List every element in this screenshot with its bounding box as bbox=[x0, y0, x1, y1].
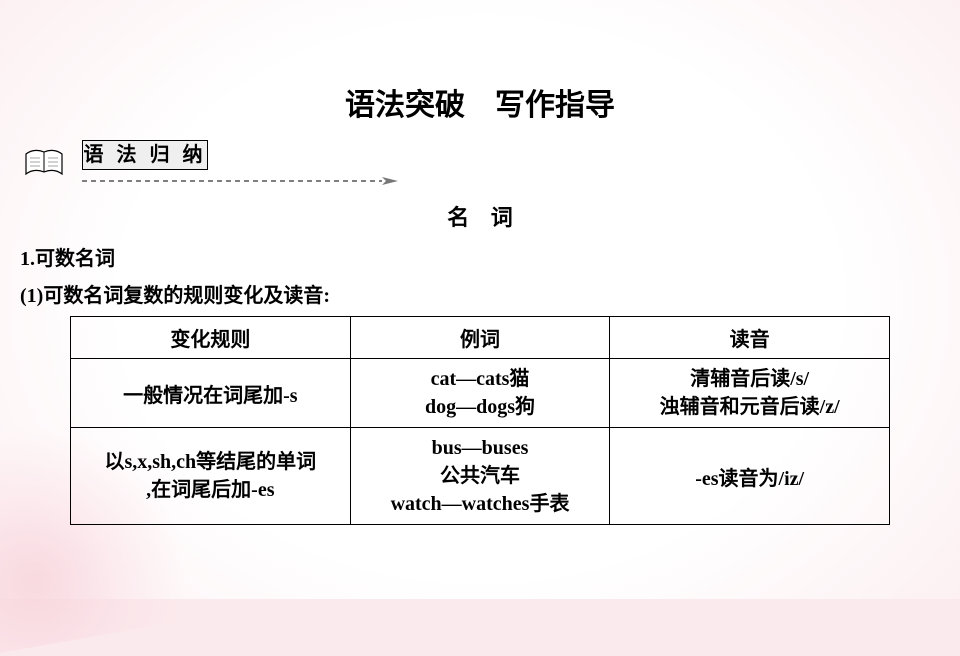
table-row: 一般情况在词尾加-s cat—cats猫 dog—dogs狗 清辅音后读/s/ … bbox=[71, 359, 890, 428]
subtitle-char-2: 词 bbox=[491, 205, 513, 230]
table-row: 以s,x,sh,ch等结尾的单词 ,在词尾后加-es bus—buses 公共汽… bbox=[71, 428, 890, 525]
example-line: watch—watches手表 bbox=[359, 490, 602, 518]
subtitle: 名 词 bbox=[20, 200, 940, 232]
book-icon bbox=[24, 148, 64, 178]
th-rule: 变化规则 bbox=[71, 317, 351, 359]
table-header-row: 变化规则 例词 读音 bbox=[71, 317, 890, 359]
th-example: 例词 bbox=[350, 317, 610, 359]
main-title: 语法突破 写作指导 bbox=[20, 80, 940, 124]
cell-examples: cat—cats猫 dog—dogs狗 bbox=[350, 359, 610, 428]
heading-1: 1.可数名词 bbox=[20, 242, 940, 271]
th-pronunciation: 读音 bbox=[610, 317, 890, 359]
heading-2: (1)可数名词复数的规则变化及读音: bbox=[20, 279, 940, 308]
pron-line: 浊辅音和元音后读/z/ bbox=[618, 393, 881, 421]
cell-examples: bus—buses 公共汽车 watch—watches手表 bbox=[350, 428, 610, 525]
example-line: 公共汽车 bbox=[359, 462, 602, 490]
rule-line: 以s,x,sh,ch等结尾的单词 bbox=[79, 448, 342, 476]
cell-pronunciation: -es读音为/iz/ bbox=[610, 428, 890, 525]
example-line: cat—cats猫 bbox=[359, 365, 602, 393]
subtitle-char-1: 名 bbox=[447, 205, 469, 230]
cell-rule: 以s,x,sh,ch等结尾的单词 ,在词尾后加-es bbox=[71, 428, 351, 525]
cell-pronunciation: 清辅音后读/s/ 浊辅音和元音后读/z/ bbox=[610, 359, 890, 428]
slide-content: 语法突破 写作指导 语 法 归 纳 名 词 1.可数名词 (1)可数名词复数的规… bbox=[0, 0, 960, 525]
section-banner: 语 法 归 纳 bbox=[20, 140, 412, 186]
grammar-table: 变化规则 例词 读音 一般情况在词尾加-s cat—cats猫 dog—dogs… bbox=[70, 316, 890, 525]
example-line: bus—buses bbox=[359, 434, 602, 462]
banner-label: 语 法 归 纳 bbox=[82, 140, 208, 170]
banner-dash-arrow bbox=[82, 176, 402, 186]
example-line: dog—dogs狗 bbox=[359, 393, 602, 421]
rule-line: ,在词尾后加-es bbox=[79, 476, 342, 504]
pron-line: 清辅音后读/s/ bbox=[618, 365, 881, 393]
cell-rule: 一般情况在词尾加-s bbox=[71, 359, 351, 428]
